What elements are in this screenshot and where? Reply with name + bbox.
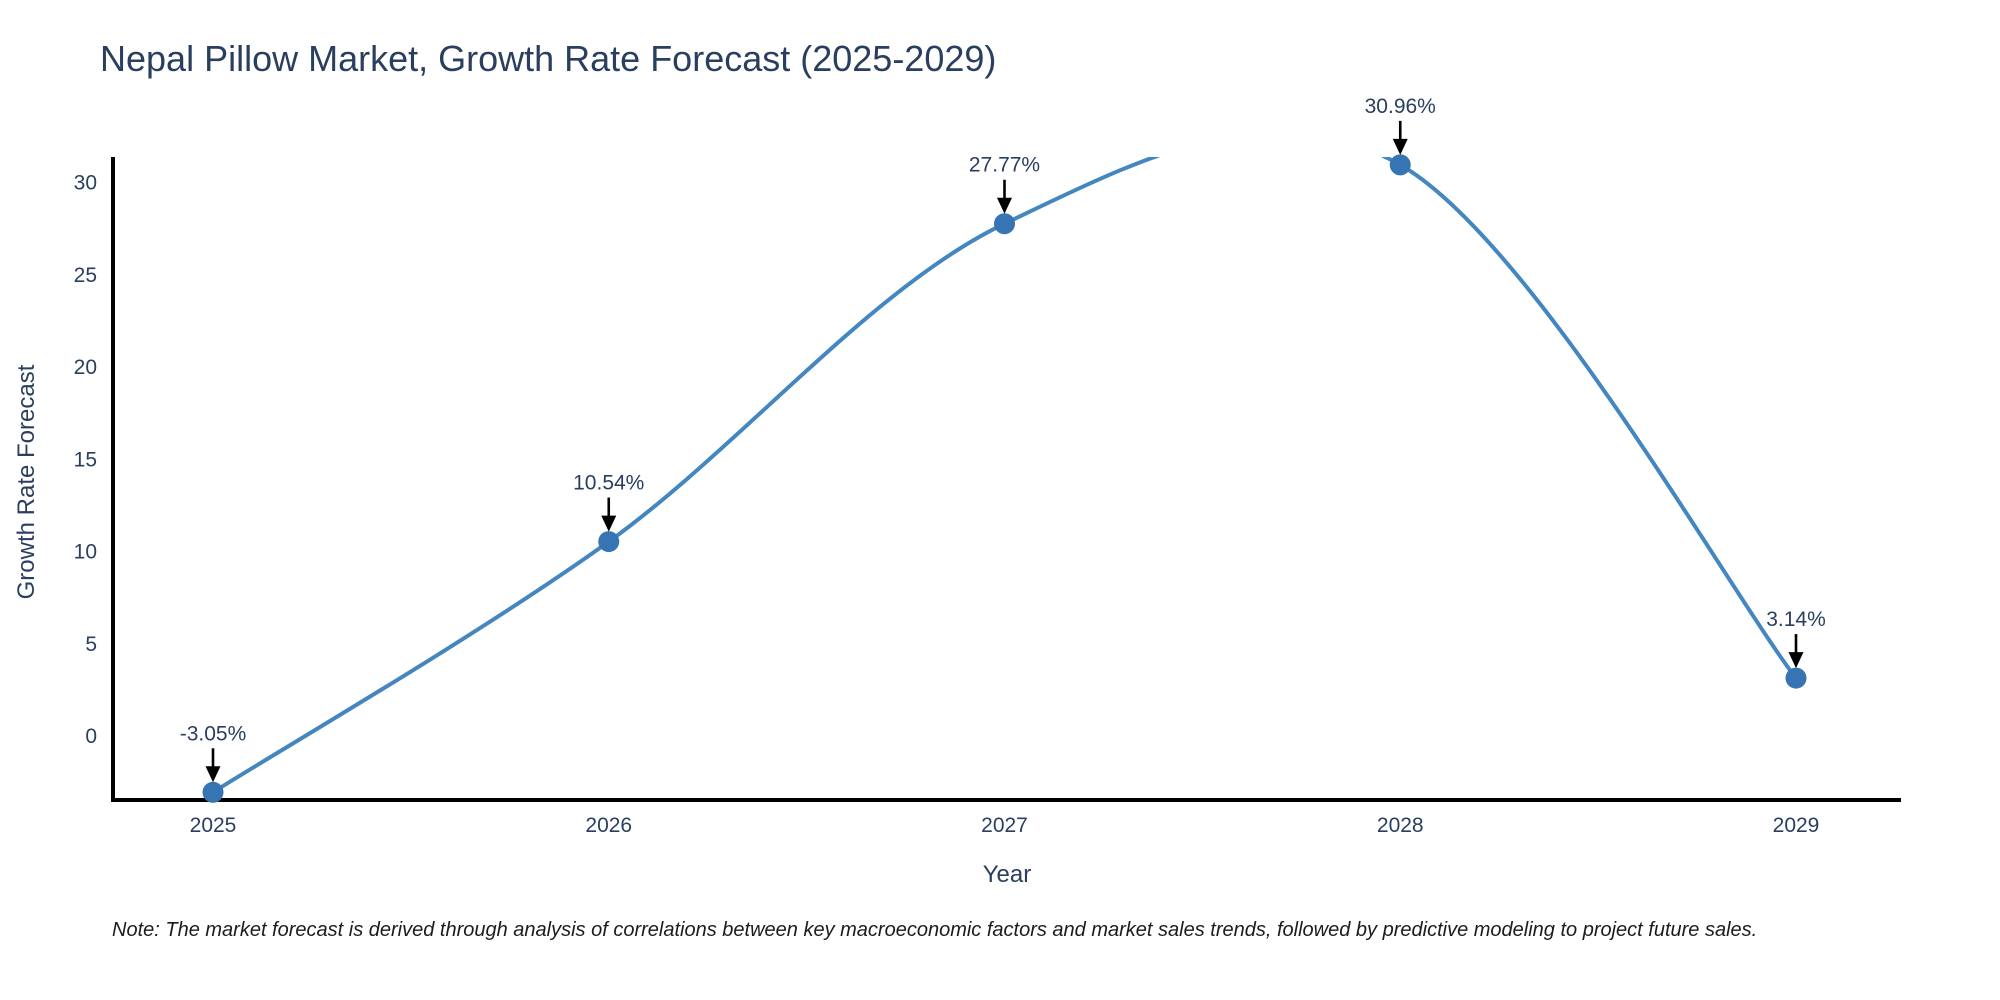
x-tick-label: 2029 — [1773, 814, 1820, 837]
footnote: Note: The market forecast is derived thr… — [112, 919, 1758, 941]
y-tick-label: 20 — [74, 356, 97, 379]
y-tick-label: 30 — [74, 172, 97, 195]
annotation-arrowhead-icon — [1788, 652, 1804, 669]
data-point-marker — [202, 781, 224, 803]
y-tick-label: 15 — [74, 448, 97, 471]
annotation-label: 10.54% — [573, 472, 644, 495]
annotation-arrowhead-icon — [601, 515, 617, 532]
data-point-marker — [1785, 667, 1807, 689]
chart-title: Nepal Pillow Market, Growth Rate Forecas… — [100, 38, 997, 79]
annotation-label: 3.14% — [1766, 608, 1826, 631]
annotation-arrowhead-icon — [997, 197, 1012, 214]
y-tick-label: 0 — [85, 725, 97, 748]
data-point-marker — [598, 531, 620, 553]
data-point-marker — [994, 213, 1015, 235]
x-tick-label: 2025 — [190, 814, 237, 837]
x-tick-label: 2028 — [1377, 814, 1424, 837]
y-tick-label: 25 — [74, 264, 97, 287]
annotation-label: 30.96% — [1365, 95, 1436, 118]
annotation-arrowhead-icon — [205, 766, 221, 783]
data-point-marker — [1389, 154, 1411, 176]
x-axis-title: Year — [982, 861, 1032, 888]
y-axis-line — [111, 157, 115, 802]
x-tick-label: 2026 — [585, 814, 632, 837]
annotation-arrowhead-icon — [1392, 138, 1408, 155]
annotation-label: -3.05% — [180, 722, 247, 745]
annotation-label: 27.77% — [969, 154, 1040, 177]
x-axis-line — [111, 798, 1901, 802]
x-tick-label: 2027 — [981, 814, 1028, 837]
y-tick-label: 5 — [85, 633, 97, 656]
y-tick-label: 10 — [74, 541, 97, 564]
